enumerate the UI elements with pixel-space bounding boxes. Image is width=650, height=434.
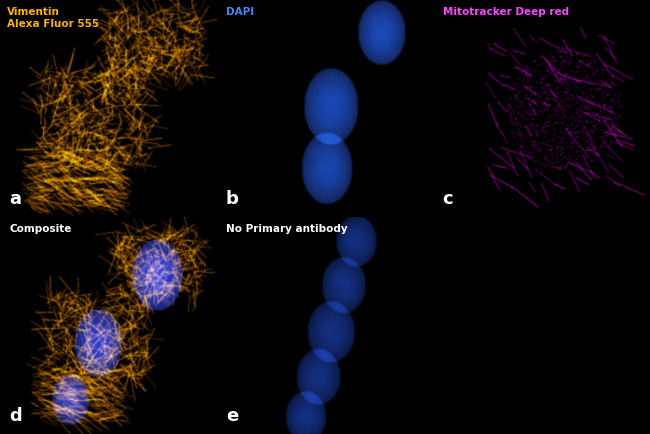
Text: a: a bbox=[9, 190, 21, 208]
Text: e: e bbox=[226, 407, 238, 425]
Text: d: d bbox=[9, 407, 22, 425]
Text: c: c bbox=[443, 190, 453, 208]
Text: DAPI: DAPI bbox=[226, 7, 254, 17]
Text: Vimentin
Alexa Fluor 555: Vimentin Alexa Fluor 555 bbox=[7, 7, 99, 30]
Text: Composite: Composite bbox=[9, 224, 72, 234]
Text: b: b bbox=[226, 190, 239, 208]
Text: Mitotracker Deep red: Mitotracker Deep red bbox=[443, 7, 569, 17]
Text: No Primary antibody: No Primary antibody bbox=[226, 224, 348, 234]
